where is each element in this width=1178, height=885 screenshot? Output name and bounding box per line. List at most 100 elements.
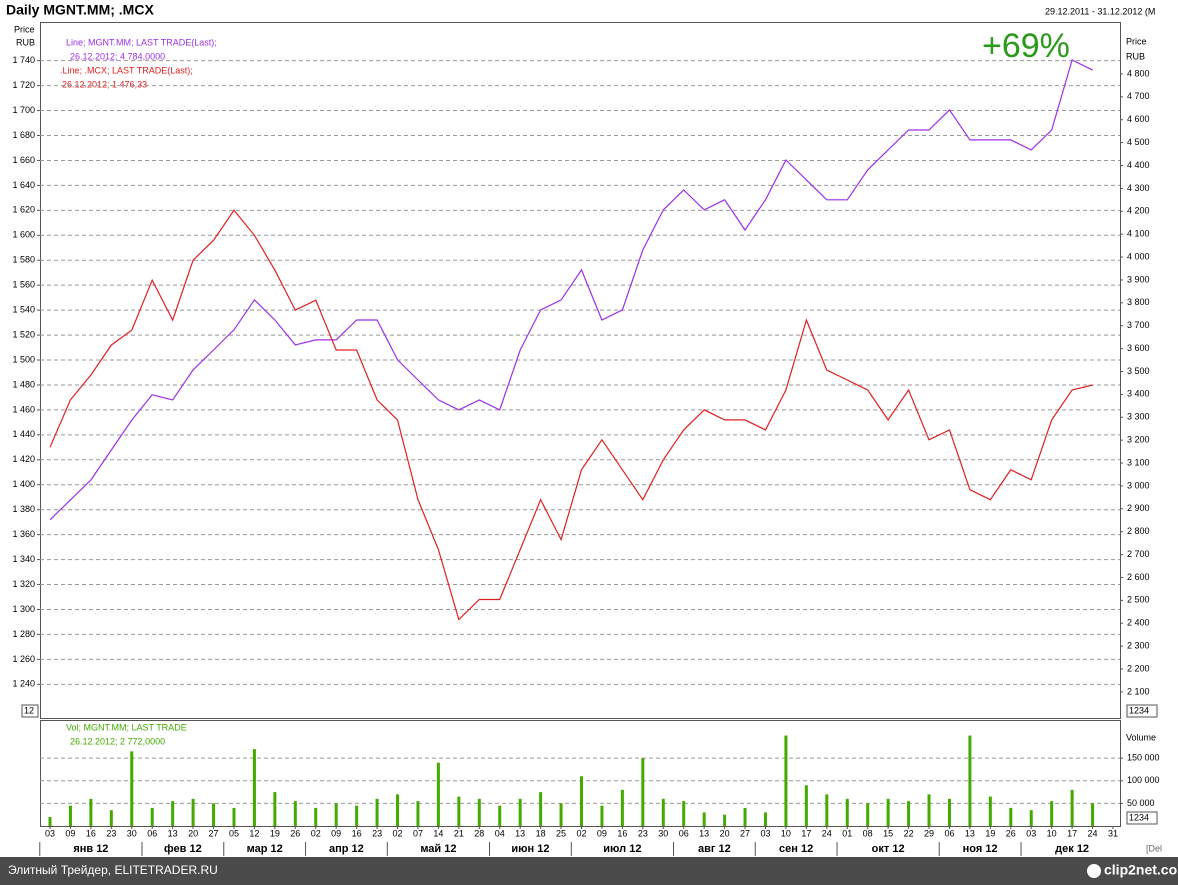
x-tick-label: 30 — [658, 828, 668, 838]
x-tick-label: 06 — [679, 828, 689, 838]
price-panel — [40, 22, 1121, 719]
volume-bar — [1050, 801, 1054, 826]
volume-bar — [539, 792, 543, 826]
y2-axis-unit: RUB — [1126, 51, 1145, 61]
volume-bar — [334, 803, 338, 826]
x-tick-label: 03 — [45, 828, 55, 838]
x-tick-label: 23 — [106, 828, 116, 838]
scale-box-label: 12 — [24, 705, 34, 715]
volume-bar — [436, 762, 440, 826]
x-tick-label: 04 — [495, 828, 505, 838]
y2-tick-label: 2 600 — [1127, 572, 1150, 582]
footer-source: Элитный Трейдер, ELITETRADER.RU — [8, 863, 218, 877]
y2-tick-label: 3 500 — [1127, 366, 1150, 376]
x-tick-label: 09 — [65, 828, 75, 838]
y2-tick-label: 2 300 — [1127, 641, 1150, 651]
month-label: окт 12 — [872, 843, 905, 855]
volume-bar — [804, 785, 808, 826]
x-tick-label: 08 — [863, 828, 873, 838]
y-tick-label: 1 240 — [12, 679, 35, 689]
x-tick-label: 25 — [556, 828, 566, 838]
volume-bar — [1009, 807, 1013, 826]
volume-bar — [293, 801, 297, 826]
volume-bar — [273, 792, 277, 826]
x-tick-label: 03 — [1026, 828, 1036, 838]
scale-box-label: 1234 — [1129, 812, 1149, 822]
volume-bar — [968, 735, 972, 826]
volume-bar — [68, 805, 72, 826]
y-tick-label: 1 360 — [12, 529, 35, 539]
x-tick-label: 06 — [147, 828, 157, 838]
volume-bar — [702, 812, 706, 826]
x-tick-label: 22 — [904, 828, 914, 838]
y-tick-label: 1 560 — [12, 280, 35, 290]
volume-bar — [191, 798, 195, 826]
x-tick-label: 24 — [1088, 828, 1098, 838]
volume-bar — [743, 807, 747, 826]
volume-bar — [518, 798, 522, 826]
y-tick-label: 1 460 — [12, 404, 35, 414]
x-tick-label: 13 — [168, 828, 178, 838]
y2-tick-label: 3 700 — [1127, 320, 1150, 330]
x-tick-label: 12 — [249, 828, 259, 838]
x-tick-label: 02 — [393, 828, 403, 838]
volume-bar — [130, 751, 134, 826]
scale-box — [1126, 811, 1158, 825]
volume-bar — [825, 794, 829, 826]
volume-axis-label: Volume — [1126, 732, 1156, 742]
x-tick-label: 19 — [270, 828, 280, 838]
x-tick-label: 28 — [474, 828, 484, 838]
volume-bar — [314, 807, 318, 826]
x-tick-label: 24 — [822, 828, 832, 838]
month-label: июн 12 — [511, 843, 549, 855]
volume-bar — [559, 803, 563, 826]
volume-bar — [212, 803, 216, 826]
month-label: июл 12 — [603, 843, 641, 855]
x-tick-label: 17 — [801, 828, 811, 838]
y2-axis-label: Price — [1126, 36, 1147, 46]
y-tick-label: 1 620 — [12, 205, 35, 215]
month-label: янв 12 — [73, 843, 108, 855]
volume-bar — [947, 798, 951, 826]
legend-entry: Vol; MGNT.MM; LAST TRADE — [66, 722, 187, 732]
y2-tick-label: 4 500 — [1127, 137, 1150, 147]
y-tick-label: 1 720 — [12, 80, 35, 90]
x-tick-label: 13 — [965, 828, 975, 838]
edge-label: [Del — [1146, 843, 1162, 853]
legend-last: 26.12.2012; 1 476,33 — [62, 79, 147, 89]
volume-bar — [1091, 803, 1095, 826]
x-tick-label: 27 — [209, 828, 219, 838]
scale-box — [21, 704, 39, 718]
volume-tick-label: 150 000 — [1127, 753, 1160, 763]
x-tick-label: 23 — [372, 828, 382, 838]
x-tick-label: 01 — [842, 828, 852, 838]
month-label: мар 12 — [247, 843, 283, 855]
y-tick-label: 1 700 — [12, 105, 35, 115]
month-label: авг 12 — [698, 843, 731, 855]
volume-bar — [907, 801, 911, 826]
y-axis-label: Price — [14, 24, 35, 34]
x-tick-label: 31 — [1108, 828, 1118, 838]
volume-bar — [866, 803, 870, 826]
y2-tick-label: 4 200 — [1127, 206, 1150, 216]
volume-bar — [927, 794, 931, 826]
brand-icon — [1087, 864, 1101, 878]
volume-bar — [89, 798, 93, 826]
y-tick-label: 1 380 — [12, 504, 35, 514]
volume-bar — [620, 789, 624, 826]
y-tick-label: 1 300 — [12, 604, 35, 614]
y2-tick-label: 3 100 — [1127, 457, 1150, 467]
x-tick-label: 17 — [1067, 828, 1077, 838]
volume-bar — [723, 814, 727, 826]
x-tick-label: 21 — [454, 828, 464, 838]
scale-box-label: 1234 — [1129, 705, 1149, 715]
x-tick-label: 18 — [536, 828, 546, 838]
x-tick-label: 29 — [924, 828, 934, 838]
y2-tick-label: 2 400 — [1127, 618, 1150, 628]
scale-box — [1126, 704, 1158, 718]
volume-bar — [150, 807, 154, 826]
volume-bar — [48, 816, 52, 826]
volume-bar — [375, 798, 379, 826]
x-tick-label: 02 — [311, 828, 321, 838]
